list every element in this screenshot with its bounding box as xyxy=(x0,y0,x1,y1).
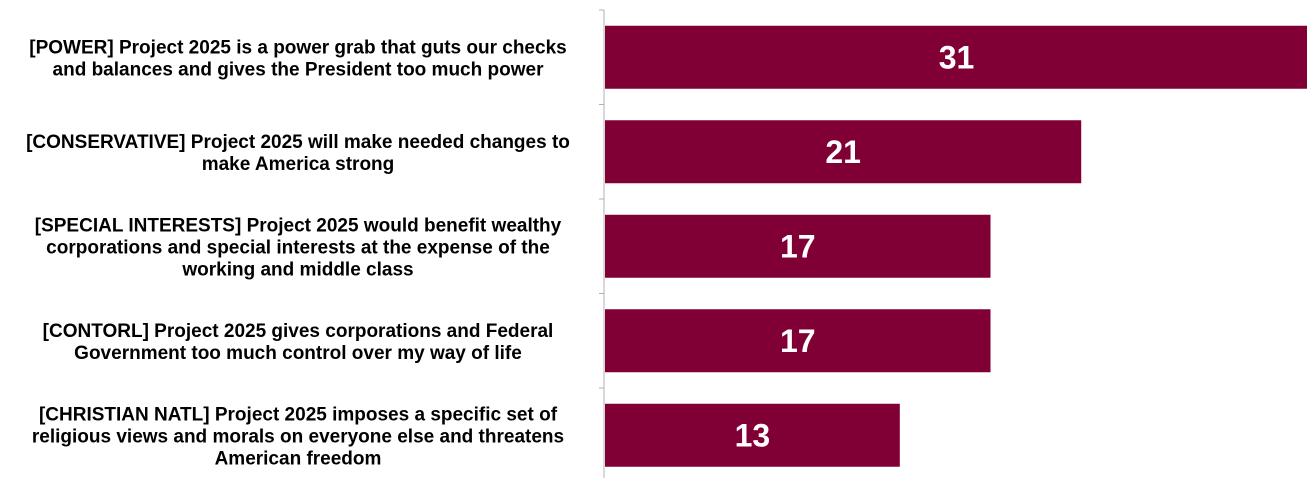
bar-value-label: 17 xyxy=(780,323,816,359)
category-label: [CHRISTIAN NATL] Project 2025 imposes a … xyxy=(32,404,564,469)
category-label-line: American freedom xyxy=(215,448,382,469)
bar-value-label: 13 xyxy=(735,417,771,453)
category-label-line: and balances and gives the President too… xyxy=(53,59,545,80)
bar-value-label: 31 xyxy=(939,39,975,75)
category-label-line: working and middle class xyxy=(181,259,413,280)
category-label: [CONTORL] Project 2025 gives corporation… xyxy=(43,321,554,364)
bar xyxy=(605,403,900,467)
y-axis xyxy=(599,9,605,478)
category-label-line: [POWER] Project 2025 is a power grab tha… xyxy=(29,37,566,58)
category-label-line: corporations and special interests at th… xyxy=(46,237,550,258)
category-label: [POWER] Project 2025 is a power grab tha… xyxy=(29,37,566,80)
category-label-line: [SPECIAL INTERESTS] Project 2025 would b… xyxy=(35,215,562,236)
category-label-line: [CONSERVATIVE] Project 2025 will make ne… xyxy=(26,132,570,153)
category-label: [SPECIAL INTERESTS] Project 2025 would b… xyxy=(35,215,562,280)
bar-value-label: 17 xyxy=(780,228,816,264)
category-label-line: Government too much control over my way … xyxy=(74,343,522,364)
bar xyxy=(605,25,1307,89)
bar xyxy=(605,214,991,278)
bar xyxy=(605,120,1082,184)
category-label-line: [CONTORL] Project 2025 gives corporation… xyxy=(43,321,554,342)
category-label-line: religious views and morals on everyone e… xyxy=(32,426,564,447)
category-labels: [POWER] Project 2025 is a power grab tha… xyxy=(26,37,570,469)
bar xyxy=(605,309,991,373)
bar-value-label: 21 xyxy=(825,134,861,170)
category-label-line: [CHRISTIAN NATL] Project 2025 imposes a … xyxy=(39,404,558,425)
bars: 31 21 17 17 13 xyxy=(605,25,1307,467)
category-label-line: make America strong xyxy=(202,154,395,175)
category-label: [CONSERVATIVE] Project 2025 will make ne… xyxy=(26,132,570,175)
